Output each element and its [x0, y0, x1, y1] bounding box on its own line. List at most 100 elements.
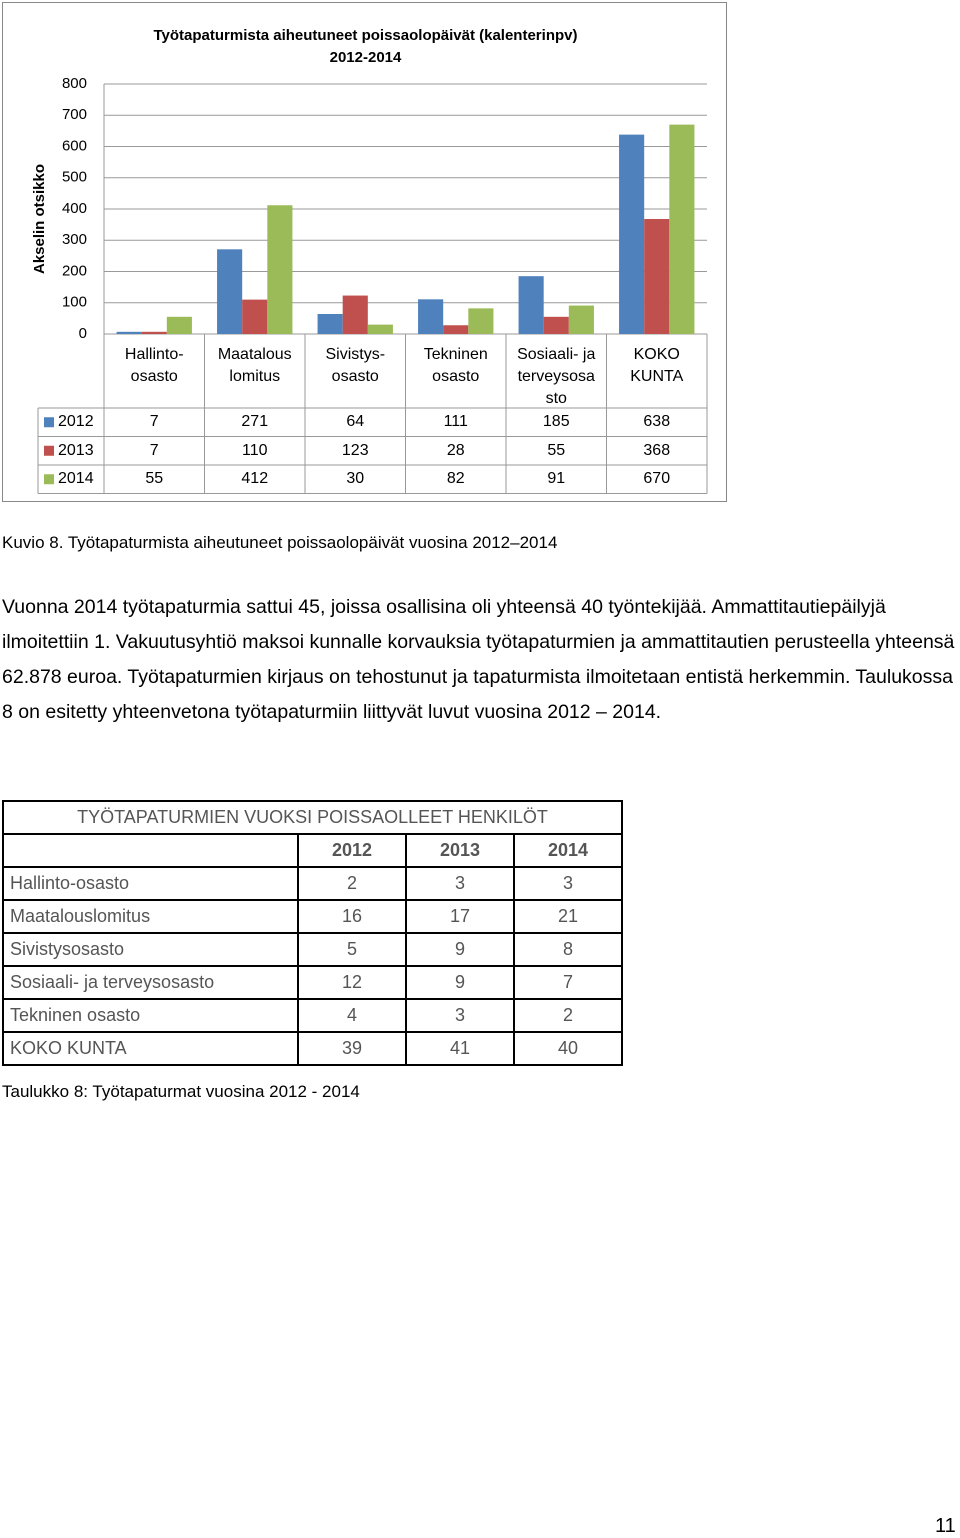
- table-cell: 41: [405, 1031, 515, 1066]
- bar: [317, 314, 343, 334]
- figure-caption: Kuvio 8. Työtapaturmista aiheutuneet poi…: [2, 533, 558, 552]
- legend-entry: 2012: [58, 413, 94, 430]
- table-row: Tekninen osasto 4 3 2: [2, 998, 623, 1033]
- table-row: Maatalouslomitus 16 17 21: [2, 899, 623, 934]
- chart-svg: 0 100 200 300 400 500 600 700 800 Akselin otsikko: [31, 75, 708, 494]
- y-tick-label: 200: [62, 262, 87, 279]
- bar: [342, 295, 368, 334]
- row-label: Sivistysosasto: [2, 932, 299, 967]
- x-tick-label: Sivistys- osasto: [325, 346, 386, 385]
- data-label: 7: [149, 413, 159, 430]
- table-cell: 17: [405, 899, 515, 934]
- data-label: 111: [443, 413, 468, 430]
- bar: [644, 219, 670, 334]
- table-row: Sosiaali- ja terveysosasto 12 9 7: [2, 965, 623, 1000]
- data-label: 55: [547, 441, 566, 459]
- y-tick-label: 100: [62, 294, 87, 311]
- chart: 0 100 200 300 400 500 600 700 800 Akselin otsikko…: [2, 2, 727, 502]
- x-tick-label: Tekninen osasto: [423, 346, 488, 385]
- row-label: Sosiaali- ja terveysosasto: [2, 965, 299, 1000]
- y-tick-label: 600: [62, 137, 87, 154]
- bar: [669, 124, 695, 334]
- bar: [518, 276, 544, 334]
- row-label: KOKO KUNTA: [2, 1031, 299, 1066]
- legend-entry: 2014: [58, 470, 94, 487]
- data-label: 91: [547, 470, 566, 487]
- bar: [418, 299, 444, 334]
- data-label: 82: [446, 470, 465, 487]
- table-cell: 5: [297, 932, 407, 967]
- x-tick-label: Sosiaali- ja terveysosa sto: [517, 346, 596, 407]
- column-header: 2014: [513, 833, 623, 868]
- bar: [267, 205, 293, 334]
- y-tick-label: 700: [62, 106, 87, 123]
- table-caption: Taulukko 8: Työtapaturmat vuosina 2012 -…: [2, 1082, 360, 1101]
- legend-swatch: [44, 445, 54, 456]
- bar: [568, 305, 594, 334]
- table-cell: 16: [297, 899, 407, 934]
- bar: [141, 331, 167, 334]
- data-label: 271: [241, 413, 269, 430]
- y-tick-label: 400: [62, 200, 87, 217]
- data-label: 368: [643, 441, 671, 459]
- data-label: 64: [346, 413, 365, 430]
- column-header: 2013: [405, 833, 515, 868]
- column-header: 2012: [297, 833, 407, 868]
- bar: [116, 331, 142, 334]
- paragraph: Vuonna 2014 työtapaturmia sattui 45, joi…: [2, 596, 955, 723]
- empty-cell: [2, 833, 299, 868]
- table-cell: 3: [513, 866, 623, 901]
- data-label: 123: [341, 441, 369, 459]
- table-row: Sivistysosasto 5 9 8: [2, 932, 623, 967]
- table-cell: 2: [513, 998, 623, 1033]
- bar: [217, 249, 243, 334]
- data-label: 7: [149, 441, 159, 459]
- summary-table: TYÖTAPATURMIEN VUOKSI POISSAOLLEET HENKI…: [2, 800, 623, 1066]
- table-row: Hallinto-osasto 2 3 3: [2, 866, 623, 901]
- table-title: TYÖTAPATURMIEN VUOKSI POISSAOLLEET HENKI…: [2, 800, 623, 835]
- table-cell: 40: [513, 1031, 623, 1066]
- chart-title: Työtapaturmista aiheutuneet poissaolopäi…: [153, 27, 578, 66]
- legend-swatch: [44, 474, 54, 485]
- data-label: 30: [346, 470, 365, 487]
- bar: [468, 308, 494, 334]
- data-label: 638: [643, 413, 671, 430]
- table-cell: 7: [513, 965, 623, 1000]
- row-label: Tekninen osasto: [2, 998, 299, 1033]
- table-cell: 9: [405, 965, 515, 1000]
- legend-entry: 2013: [58, 441, 94, 459]
- bar: [443, 325, 469, 334]
- bar: [543, 316, 569, 334]
- table-cell: 8: [513, 932, 623, 967]
- data-label: 28: [446, 441, 465, 459]
- row-label: Maatalouslomitus: [2, 899, 299, 934]
- table-cell: 3: [405, 998, 515, 1033]
- x-tick-label: Maatalous lomitus: [217, 346, 292, 385]
- y-tick-label: 800: [62, 75, 87, 92]
- table-row: KOKO KUNTA 39 41 40: [2, 1031, 623, 1066]
- table-cell: 4: [297, 998, 407, 1033]
- data-label: 412: [241, 470, 269, 487]
- table-cell: 9: [405, 932, 515, 967]
- data-label: 55: [145, 470, 164, 487]
- y-axis-label: Akselin otsikko: [31, 164, 48, 274]
- bar: [166, 316, 192, 334]
- y-tick-label: 500: [62, 169, 87, 186]
- page-number: 11: [935, 1515, 956, 1537]
- data-label: 185: [542, 413, 570, 430]
- table-cell: 2: [297, 866, 407, 901]
- table-cell: 3: [405, 866, 515, 901]
- table-cell: 21: [513, 899, 623, 934]
- bar: [242, 299, 268, 334]
- x-tick-label: Hallinto- osasto: [124, 346, 184, 385]
- table-cell: 12: [297, 965, 407, 1000]
- table-header: 2012 2013 2014: [2, 833, 623, 868]
- table-cell: 39: [297, 1031, 407, 1066]
- data-label: 670: [643, 470, 671, 487]
- y-tick-label: 300: [62, 231, 87, 248]
- bar: [619, 134, 645, 334]
- x-tick-label: KOKO KUNTA: [630, 346, 684, 385]
- row-label: Hallinto-osasto: [2, 866, 299, 901]
- y-tick-label: 0: [79, 325, 87, 342]
